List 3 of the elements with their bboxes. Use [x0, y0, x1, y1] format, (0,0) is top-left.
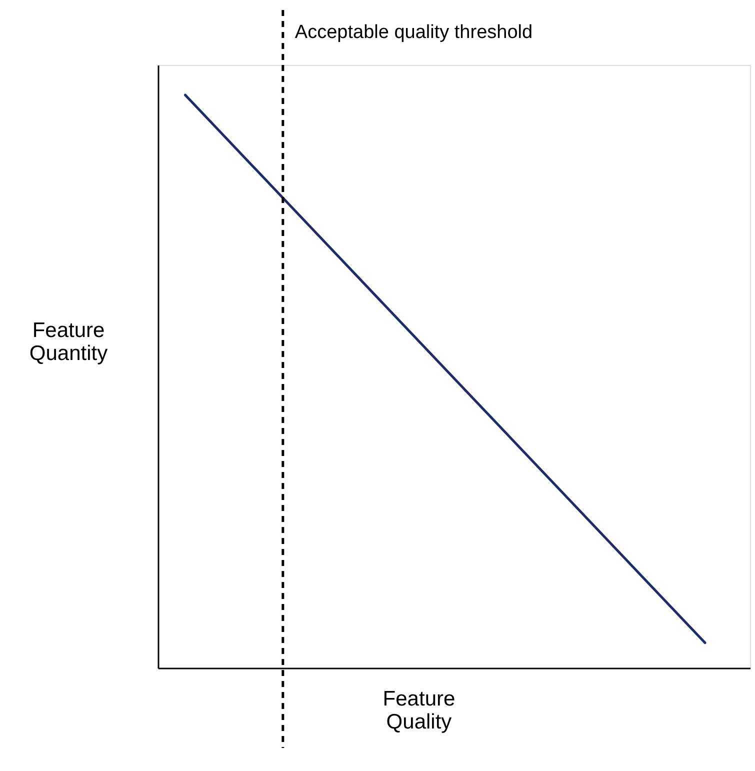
y-axis-title: Feature Quantity — [29, 318, 108, 365]
x-axis-title: Feature Quality — [382, 688, 456, 734]
text: Acceptable quality threshold — [294, 22, 533, 43]
